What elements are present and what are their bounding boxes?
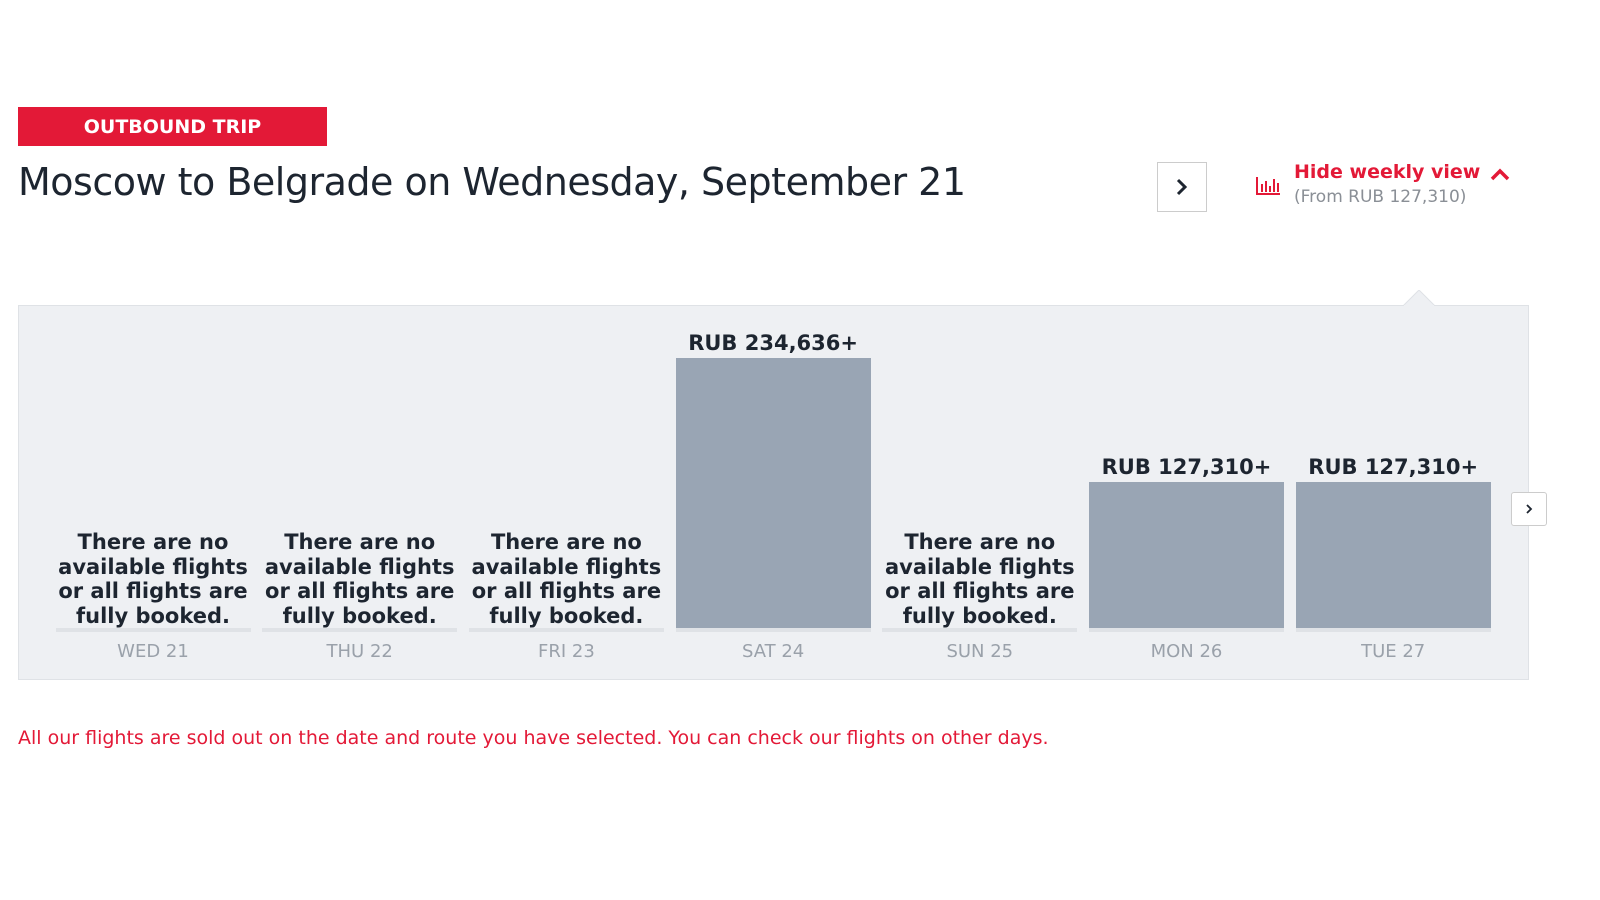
bar-base — [1295, 628, 1491, 632]
no-flights-text: There are no available flights or all fl… — [58, 530, 248, 628]
price-label: RUB 234,636+ — [688, 331, 858, 355]
sold-out-message: All our flights are sold out on the date… — [18, 727, 1049, 749]
chevron-icon — [1526, 504, 1533, 514]
price-label: RUB 127,310+ — [1101, 454, 1272, 479]
day-label: SAT 24 — [741, 641, 805, 662]
price-bar — [675, 358, 871, 628]
day-label: MON 26 — [1150, 641, 1223, 662]
price-bar — [1089, 481, 1284, 628]
collapse-icon[interactable] — [1488, 166, 1512, 182]
next-week-button[interactable] — [1511, 492, 1547, 526]
bar-base — [468, 628, 664, 632]
bar-base — [882, 628, 1078, 632]
day-label: THU 22 — [326, 641, 393, 662]
bar-base — [262, 628, 458, 632]
bar-base — [675, 628, 871, 632]
day-label: TUE 27 — [1361, 641, 1426, 662]
day-label: FRI 23 — [537, 641, 595, 662]
no-flights-text: There are no available flights or all fl… — [264, 530, 455, 628]
no-flights-text: There are no available flights or all fl… — [471, 530, 662, 628]
price-label: RUB 127,310+ — [1308, 454, 1479, 479]
toggle-subtitle: (From RUB 127,310) — [1294, 187, 1467, 207]
chart-icon — [1256, 177, 1280, 195]
bar-base — [1089, 628, 1284, 632]
day-label: SUN 25 — [946, 641, 1014, 662]
no-flights-text: There are no available flights or all fl… — [884, 530, 1075, 628]
panel-pointer — [1403, 290, 1435, 306]
chevron-icon — [1176, 178, 1188, 196]
trip-badge: OUTBOUND TRIP — [18, 107, 327, 146]
bar-base — [55, 628, 251, 632]
day-label: WED 21 — [117, 641, 189, 662]
page-title: Moscow to Belgrade on Wednesday, Septemb… — [18, 160, 966, 204]
next-day-button[interactable] — [1157, 162, 1207, 212]
price-bar — [1295, 481, 1491, 628]
toggle-weekly-view[interactable]: Hide weekly view — [1294, 161, 1481, 183]
